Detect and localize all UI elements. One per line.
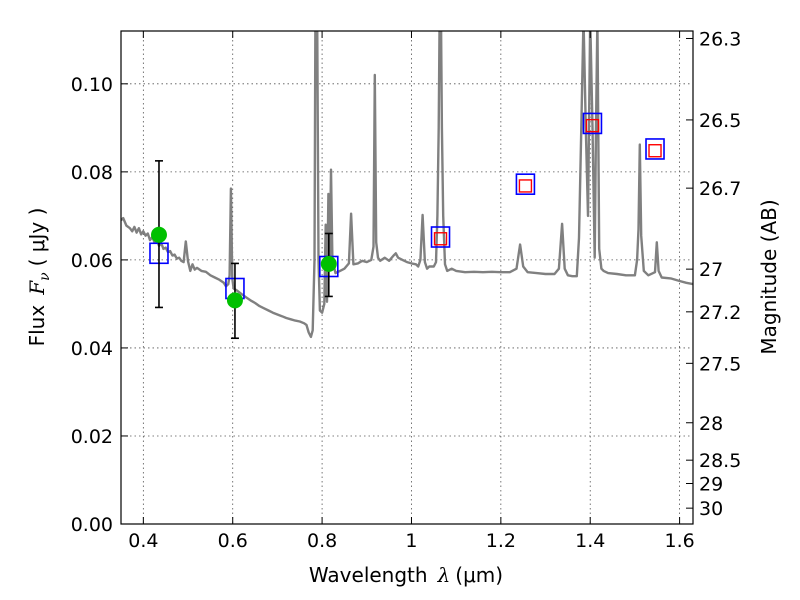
ticks: 0.4 0.6 0.8 1 1.2 1.4 1.6 0.00 0.02 0.04 0.06 0.08 0… [71, 28, 742, 552]
magnitude-tick-label: 28 [699, 413, 723, 435]
observed-red-square [648, 144, 662, 158]
magnitude-tick-label: 30 [699, 498, 723, 520]
y-tick-label: 0.00 [71, 514, 113, 536]
observed-photometry-point [226, 292, 243, 309]
observed-red-square [518, 179, 533, 193]
x-tick-label: 1.2 [486, 530, 516, 552]
x-tick-label: 0.6 [218, 530, 248, 552]
observed-red-square [585, 118, 600, 133]
magnitude-tick-label: 28.5 [699, 450, 741, 472]
magnitude-tick-label: 27.2 [699, 302, 741, 324]
x-tick-label: 1 [405, 530, 417, 552]
y-tick-label: 0.02 [71, 426, 113, 448]
observed-red-square [433, 232, 448, 246]
observed-photometry-point [150, 226, 167, 243]
axes-frame [120, 30, 694, 525]
y-tick-label: 0.10 [71, 74, 113, 96]
y-tick-label: 0.04 [71, 338, 113, 360]
x-tick-label: 1.4 [575, 530, 605, 552]
y2-axis-label: Magnitude (AB) [757, 199, 781, 354]
magnitude-tick-label: 27.5 [699, 353, 741, 375]
x-axis-label: Wavelength λ (μm) [309, 563, 503, 587]
y-axis-label: FluxFν( μJy ) [25, 208, 53, 347]
x-tick-label: 1.6 [664, 530, 694, 552]
y-tick-label: 0.08 [71, 162, 113, 184]
y-tick-label: 0.06 [71, 250, 113, 272]
sed-model-line [121, 31, 693, 339]
plot-area [121, 31, 693, 340]
magnitude-tick-label: 27 [699, 259, 723, 281]
model-photometry-square [515, 173, 536, 195]
magnitude-tick-label: 29 [699, 474, 723, 496]
magnitude-tick-label: 26.3 [699, 28, 741, 50]
magnitude-tick-label: 26.7 [699, 178, 741, 200]
x-tick-label: 0.4 [128, 530, 158, 552]
magnitude-tick-label: 26.5 [699, 110, 741, 132]
model-photometry-square [582, 112, 603, 135]
observed-photometry-point [320, 255, 337, 272]
grid [121, 31, 693, 525]
model-photometry-square [645, 138, 665, 160]
x-tick-label: 0.8 [307, 530, 337, 552]
model-photometry-square [430, 226, 451, 248]
